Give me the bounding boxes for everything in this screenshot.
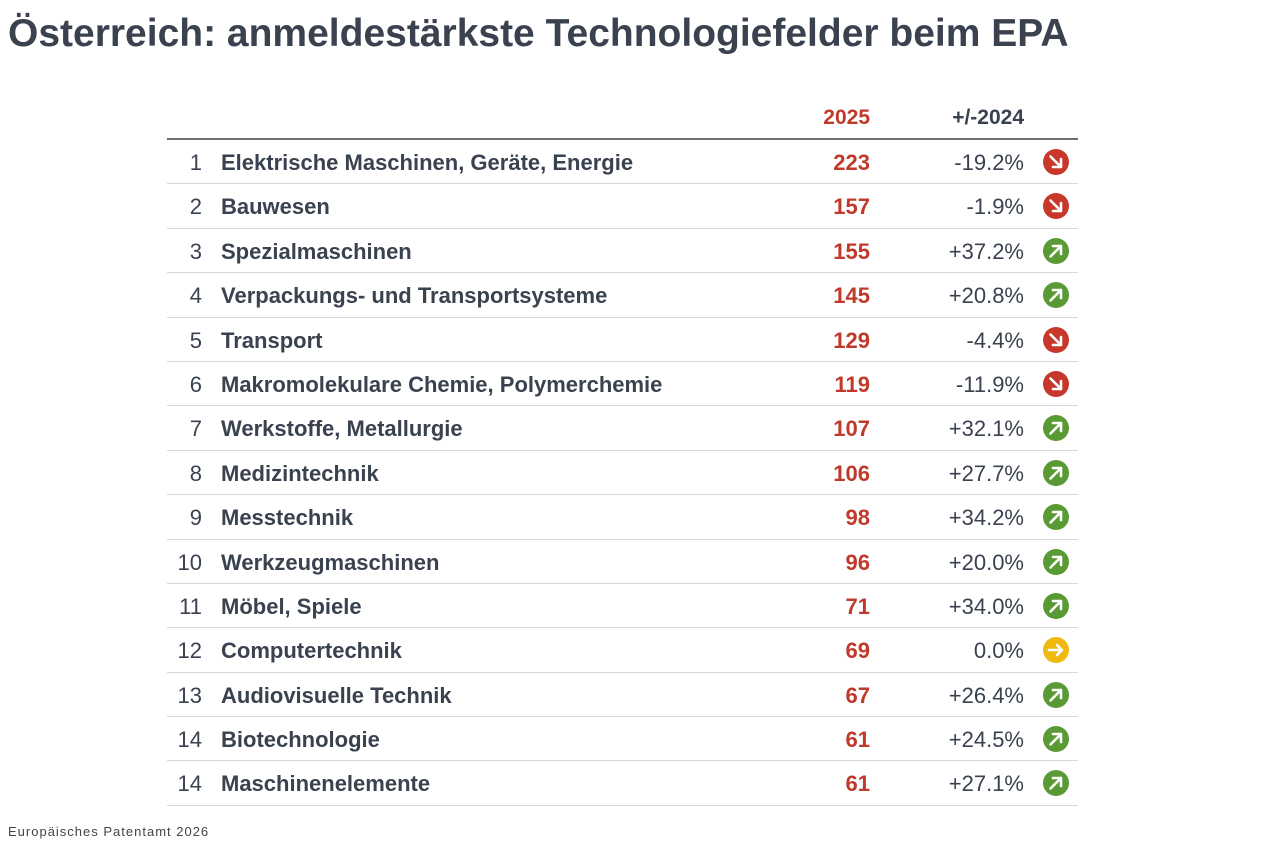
table-row: 13 Audiovisuelle Technik 67 +26.4% [167, 673, 1078, 717]
rank: 4 [190, 283, 202, 309]
table-row: 9 Messtechnik 98 +34.2% [167, 495, 1078, 539]
trend-icon [1042, 326, 1070, 354]
table-header: 2025 +/-2024 [167, 96, 1078, 140]
table-row: 14 Biotechnologie 61 +24.5% [167, 717, 1078, 761]
field-name: Transport [221, 328, 322, 354]
header-cell: 2025 [823, 106, 870, 130]
change: 0.0% [974, 638, 1024, 664]
rank: 12 [178, 638, 202, 664]
trend-icon [1042, 548, 1070, 576]
footer: Europäisches Patentamt 2026 [8, 824, 209, 839]
rank: 8 [190, 461, 202, 487]
change: +20.0% [949, 550, 1024, 576]
field-name: Werkzeugmaschinen [221, 550, 439, 576]
title: Österreich: anmeldestärkste Technologief… [8, 12, 1069, 56]
field-name: Biotechnologie [221, 727, 380, 753]
trend-icon [1042, 370, 1070, 398]
field-name: Makromolekulare Chemie, Polymerchemie [221, 372, 662, 398]
trend-icon [1042, 769, 1070, 797]
field-name: Elektrische Maschinen, Geräte, Energie [221, 150, 633, 176]
count-2025: 61 [846, 771, 870, 797]
change: +24.5% [949, 727, 1024, 753]
trend-icon [1042, 503, 1070, 531]
table-row: 10 Werkzeugmaschinen 96 +20.0% [167, 540, 1078, 584]
count-2025: 67 [846, 683, 870, 709]
change: +26.4% [949, 683, 1024, 709]
count-2025: 107 [833, 416, 870, 442]
rank: 14 [178, 727, 202, 753]
field-name: Audiovisuelle Technik [221, 683, 452, 709]
count-2025: 119 [835, 372, 871, 398]
rank: 7 [190, 416, 202, 442]
trend-icon [1042, 592, 1070, 620]
field-name: Möbel, Spiele [221, 594, 362, 620]
field-name: Werkstoffe, Metallurgie [221, 416, 463, 442]
change: +27.1% [949, 771, 1024, 797]
count-2025: 98 [846, 505, 870, 531]
rank: 1 [190, 150, 202, 176]
field-name: Computertechnik [221, 638, 402, 664]
trend-icon [1042, 636, 1070, 664]
trend-icon [1042, 237, 1070, 265]
count-2025: 129 [833, 328, 870, 354]
change: -19.2% [954, 150, 1024, 176]
trend-icon [1042, 414, 1070, 442]
field-name: Messtechnik [221, 505, 353, 531]
count-2025: 155 [833, 239, 870, 265]
count-2025: 106 [833, 461, 870, 487]
table-row: 8 Medizintechnik 106 +27.7% [167, 451, 1078, 495]
rank: 14 [178, 771, 202, 797]
rank: 9 [190, 505, 202, 531]
count-2025: 61 [846, 727, 870, 753]
header-cell: +/-2024 [952, 106, 1024, 130]
rank: 6 [190, 372, 202, 398]
trend-icon [1042, 459, 1070, 487]
change: +37.2% [949, 239, 1024, 265]
trend-icon [1042, 192, 1070, 220]
count-2025: 157 [833, 194, 870, 220]
table-row: 11 Möbel, Spiele 71 +34.0% [167, 584, 1078, 628]
field-name: Maschinenelemente [221, 771, 430, 797]
count-2025: 69 [846, 638, 870, 664]
change: +20.8% [949, 283, 1024, 309]
count-2025: 145 [833, 283, 870, 309]
field-name: Verpackungs- und Transportsysteme [221, 283, 607, 309]
count-2025: 71 [846, 594, 870, 620]
field-name: Spezialmaschinen [221, 239, 412, 265]
table-row: 2 Bauwesen 157 -1.9% [167, 184, 1078, 228]
rank: 3 [190, 239, 202, 265]
table-row: 14 Maschinenelemente 61 +27.1% [167, 761, 1078, 805]
trend-icon [1042, 725, 1070, 753]
table-row: 1 Elektrische Maschinen, Geräte, Energie 2… [167, 140, 1078, 184]
change: -11.9% [956, 372, 1024, 398]
change: -1.9% [967, 194, 1024, 220]
trend-icon [1042, 681, 1070, 709]
table: 2025 +/-2024 1 Elektrische Maschinen, Ger… [167, 96, 1078, 806]
change: +27.7% [949, 461, 1024, 487]
trend-icon [1042, 281, 1070, 309]
table-row: 6 Makromolekulare Chemie, Polymerchemie 11… [167, 362, 1078, 406]
trend-icon [1042, 148, 1070, 176]
table-row: 5 Transport 129 -4.4% [167, 318, 1078, 362]
change: +32.1% [949, 416, 1024, 442]
field-name: Medizintechnik [221, 461, 379, 487]
table-row: 7 Werkstoffe, Metallurgie 107 +32.1% [167, 406, 1078, 450]
count-2025: 223 [833, 150, 870, 176]
rank: 11 [179, 594, 202, 620]
table-row: 3 Spezialmaschinen 155 +37.2% [167, 229, 1078, 273]
field-name: Bauwesen [221, 194, 330, 220]
change: +34.0% [949, 594, 1024, 620]
rank: 2 [190, 194, 202, 220]
rank: 10 [178, 550, 202, 576]
table-row: 12 Computertechnik 69 0.0% [167, 628, 1078, 672]
change: -4.4% [967, 328, 1024, 354]
rank: 5 [190, 328, 202, 354]
table-row: 4 Verpackungs- und Transportsysteme 145 +20… [167, 273, 1078, 317]
rank: 13 [178, 683, 202, 709]
change: +34.2% [949, 505, 1024, 531]
count-2025: 96 [846, 550, 870, 576]
